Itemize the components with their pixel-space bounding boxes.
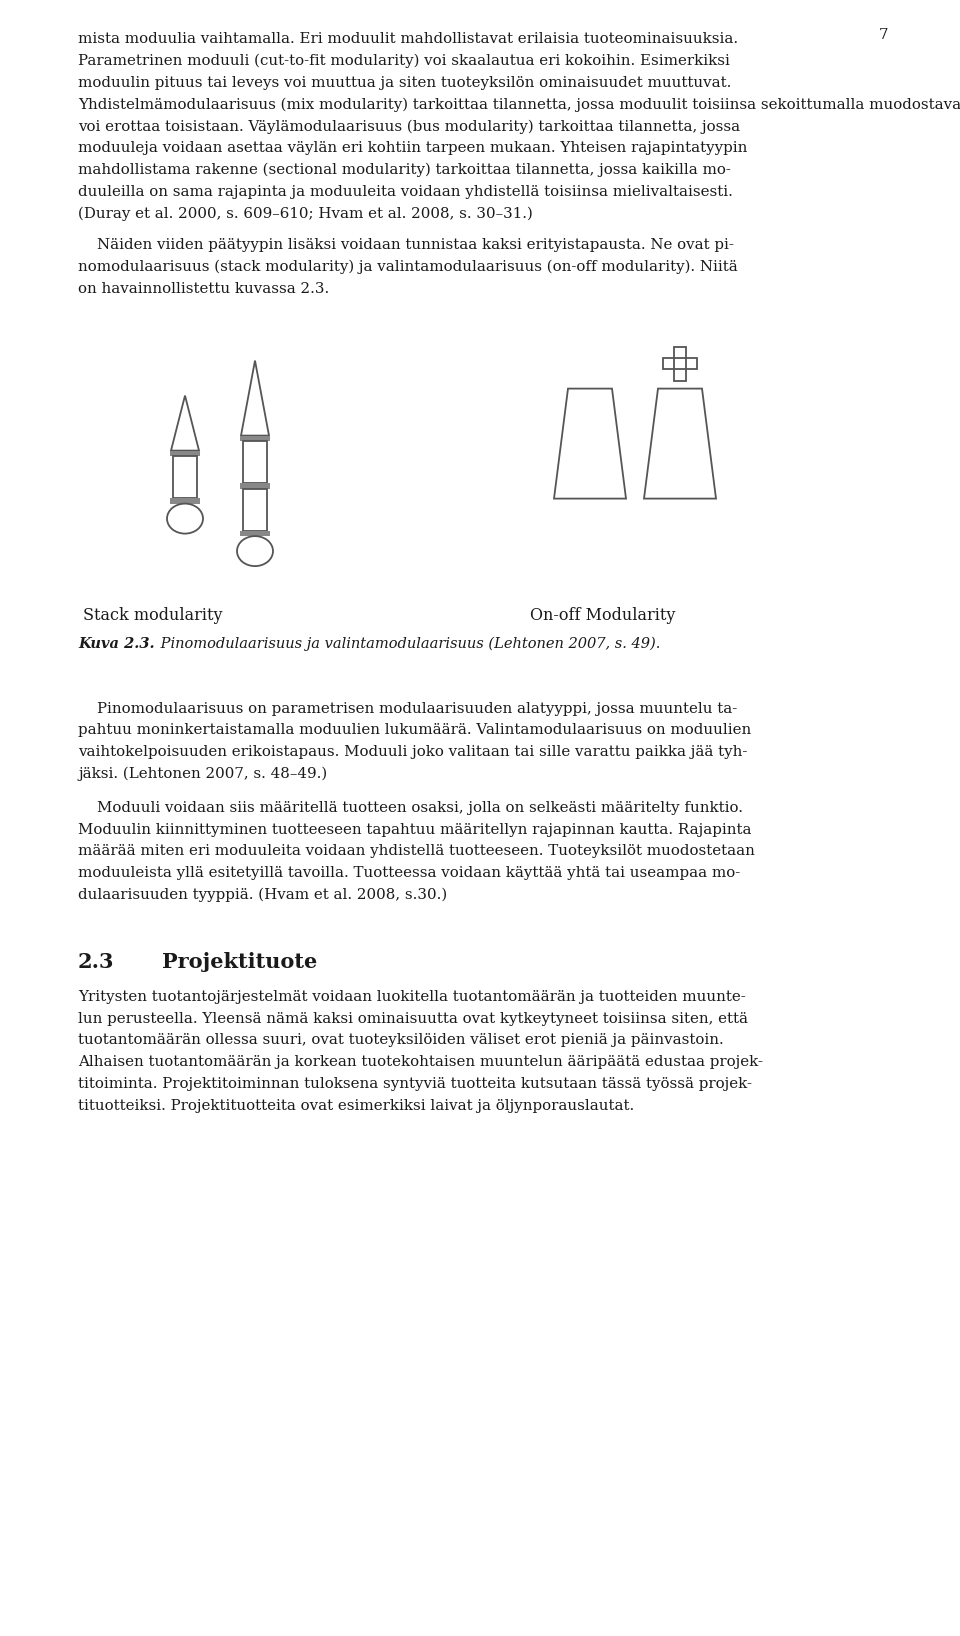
Text: on havainnollistettu kuvassa 2.3.: on havainnollistettu kuvassa 2.3. — [78, 281, 329, 296]
Text: vaihtokelpoisuuden erikoistapaus. Moduuli joko valitaan tai sille varattu paikka: vaihtokelpoisuuden erikoistapaus. Moduul… — [78, 746, 748, 759]
Text: 2.3: 2.3 — [78, 952, 114, 972]
Text: voi erottaa toisistaan. Väylämodulaarisuus (bus modularity) tarkoittaa tilannett: voi erottaa toisistaan. Väylämodulaarisu… — [78, 119, 740, 134]
Bar — [674, 347, 685, 381]
Text: titoiminta. Projektitoiminnan tuloksena syntyviä tuotteita kutsutaan tässä työss: titoiminta. Projektitoiminnan tuloksena … — [78, 1076, 752, 1091]
Text: mista moduulia vaihtamalla. Eri moduulit mahdollistavat erilaisia tuoteominaisuu: mista moduulia vaihtamalla. Eri moduulit… — [78, 33, 738, 46]
Text: Yritysten tuotantojärjestelmät voidaan luokitella tuotantomäärän ja tuotteiden m: Yritysten tuotantojärjestelmät voidaan l… — [78, 990, 746, 1005]
Text: moduuleista yllä esitetyillä tavoilla. Tuotteessa voidaan käyttää yhtä tai useam: moduuleista yllä esitetyillä tavoilla. T… — [78, 865, 740, 880]
Text: Stack modularity: Stack modularity — [83, 607, 223, 623]
Text: Näiden viiden päätyypin lisäksi voidaan tunnistaa kaksi erityistapausta. Ne ovat: Näiden viiden päätyypin lisäksi voidaan … — [78, 239, 733, 252]
Text: Pinomodulaarisuus on parametrisen modulaarisuuden alatyyppi, jossa muuntelu ta-: Pinomodulaarisuus on parametrisen modula… — [78, 702, 737, 715]
Text: Moduuli voidaan siis määritellä tuotteen osaksi, jolla on selkeästi määritelty f: Moduuli voidaan siis määritellä tuotteen… — [78, 800, 743, 815]
Bar — [243, 489, 267, 530]
Text: Moduulin kiinnittyminen tuotteeseen tapahtuu määritellyn rajapinnan kautta. Raja: Moduulin kiinnittyminen tuotteeseen tapa… — [78, 823, 752, 836]
Text: Kuva 2.3.: Kuva 2.3. — [78, 636, 155, 651]
Text: duuleilla on sama rajapinta ja moduuleita voidaan yhdistellä toisiinsa mielivalt: duuleilla on sama rajapinta ja moduuleit… — [78, 185, 732, 198]
Text: jäksi. (Lehtonen 2007, s. 48–49.): jäksi. (Lehtonen 2007, s. 48–49.) — [78, 767, 327, 782]
Text: On-off Modularity: On-off Modularity — [530, 607, 676, 623]
Text: mahdollistama rakenne (sectional modularity) tarkoittaa tilannetta, jossa kaikil: mahdollistama rakenne (sectional modular… — [78, 164, 731, 177]
Bar — [240, 483, 270, 489]
Text: Pinomodulaarisuus ja valintamodulaarisuus (Lehtonen 2007, s. 49).: Pinomodulaarisuus ja valintamodulaarisuu… — [156, 636, 660, 651]
Bar — [170, 450, 200, 456]
Text: pahtuu moninkertaistamalla moduulien lukumäärä. Valintamodulaarisuus on moduulie: pahtuu moninkertaistamalla moduulien luk… — [78, 723, 752, 738]
Text: nomodulaarisuus (stack modularity) ja valintamodulaarisuus (on-off modularity). : nomodulaarisuus (stack modularity) ja va… — [78, 260, 737, 275]
Text: Alhaisen tuotantomäärän ja korkean tuotekohtaisen muuntelun ääripäätä edustaa pr: Alhaisen tuotantomäärän ja korkean tuote… — [78, 1055, 763, 1070]
Bar — [243, 442, 267, 483]
Bar — [663, 358, 697, 370]
Text: (Duray et al. 2000, s. 609–610; Hvam et al. 2008, s. 30–31.): (Duray et al. 2000, s. 609–610; Hvam et … — [78, 206, 533, 221]
Text: moduuleja voidaan asettaa väylän eri kohtiin tarpeen mukaan. Yhteisen rajapintat: moduuleja voidaan asettaa väylän eri koh… — [78, 141, 748, 155]
Text: dulaarisuuden tyyppiä. (Hvam et al. 2008, s.30.): dulaarisuuden tyyppiä. (Hvam et al. 2008… — [78, 888, 447, 903]
Text: moduulin pituus tai leveys voi muuttua ja siten tuoteyksilön ominaisuudet muuttu: moduulin pituus tai leveys voi muuttua j… — [78, 75, 732, 90]
Bar — [173, 456, 197, 497]
Bar — [240, 435, 270, 442]
Text: määrää miten eri moduuleita voidaan yhdistellä tuotteeseen. Tuoteyksilöt muodost: määrää miten eri moduuleita voidaan yhdi… — [78, 844, 755, 859]
Bar — [240, 530, 270, 537]
Text: Projektituote: Projektituote — [162, 952, 317, 972]
Text: Parametrinen moduuli (cut-to-fit modularity) voi skaalautua eri kokoihin. Esimer: Parametrinen moduuli (cut-to-fit modular… — [78, 54, 730, 69]
Text: 7: 7 — [878, 28, 888, 43]
Bar — [170, 497, 200, 504]
Text: tituotteiksi. Projektituotteita ovat esimerkiksi laivat ja öljynporauslautat.: tituotteiksi. Projektituotteita ovat esi… — [78, 1099, 635, 1112]
Text: lun perusteella. Yleensä nämä kaksi ominaisuutta ovat kytkeytyneet toisiinsa sit: lun perusteella. Yleensä nämä kaksi omin… — [78, 1011, 748, 1026]
Text: tuotantomäärän ollessa suuri, ovat tuoteyksilöiden väliset erot pieniä ja päinva: tuotantomäärän ollessa suuri, ovat tuote… — [78, 1034, 724, 1047]
Text: Yhdistelmämodulaarisuus (mix modularity) tarkoittaa tilannetta, jossa moduulit t: Yhdistelmämodulaarisuus (mix modularity)… — [78, 98, 960, 111]
